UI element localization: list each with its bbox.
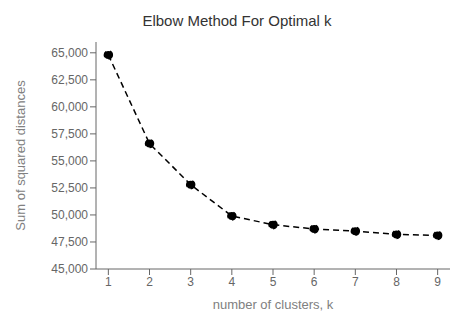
svg-text:3: 3 (187, 275, 194, 289)
svg-text:number of clusters, k: number of clusters, k (213, 297, 334, 312)
svg-text:1: 1 (105, 275, 112, 289)
svg-text:45,000: 45,000 (51, 262, 88, 276)
svg-text:52,500: 52,500 (51, 181, 88, 195)
svg-text:50,000: 50,000 (51, 208, 88, 222)
svg-text:Sum of squared distances: Sum of squared distances (13, 80, 28, 231)
svg-text:8: 8 (393, 275, 400, 289)
svg-text:47,500: 47,500 (51, 235, 88, 249)
svg-text:6: 6 (311, 275, 318, 289)
svg-text:5: 5 (270, 275, 277, 289)
svg-text:55,000: 55,000 (51, 154, 88, 168)
html-text:Elbow Method For Optimal k: Elbow Method For Optimal k (142, 12, 332, 29)
svg-text:60,000: 60,000 (51, 100, 88, 114)
svg-text:9: 9 (434, 275, 441, 289)
svg-text:57,500: 57,500 (51, 127, 88, 141)
svg-text:62,500: 62,500 (51, 73, 88, 87)
svg-text:2: 2 (146, 275, 153, 289)
svg-text:4: 4 (228, 275, 235, 289)
svg-text:65,000: 65,000 (51, 46, 88, 60)
svg-text:7: 7 (352, 275, 359, 289)
